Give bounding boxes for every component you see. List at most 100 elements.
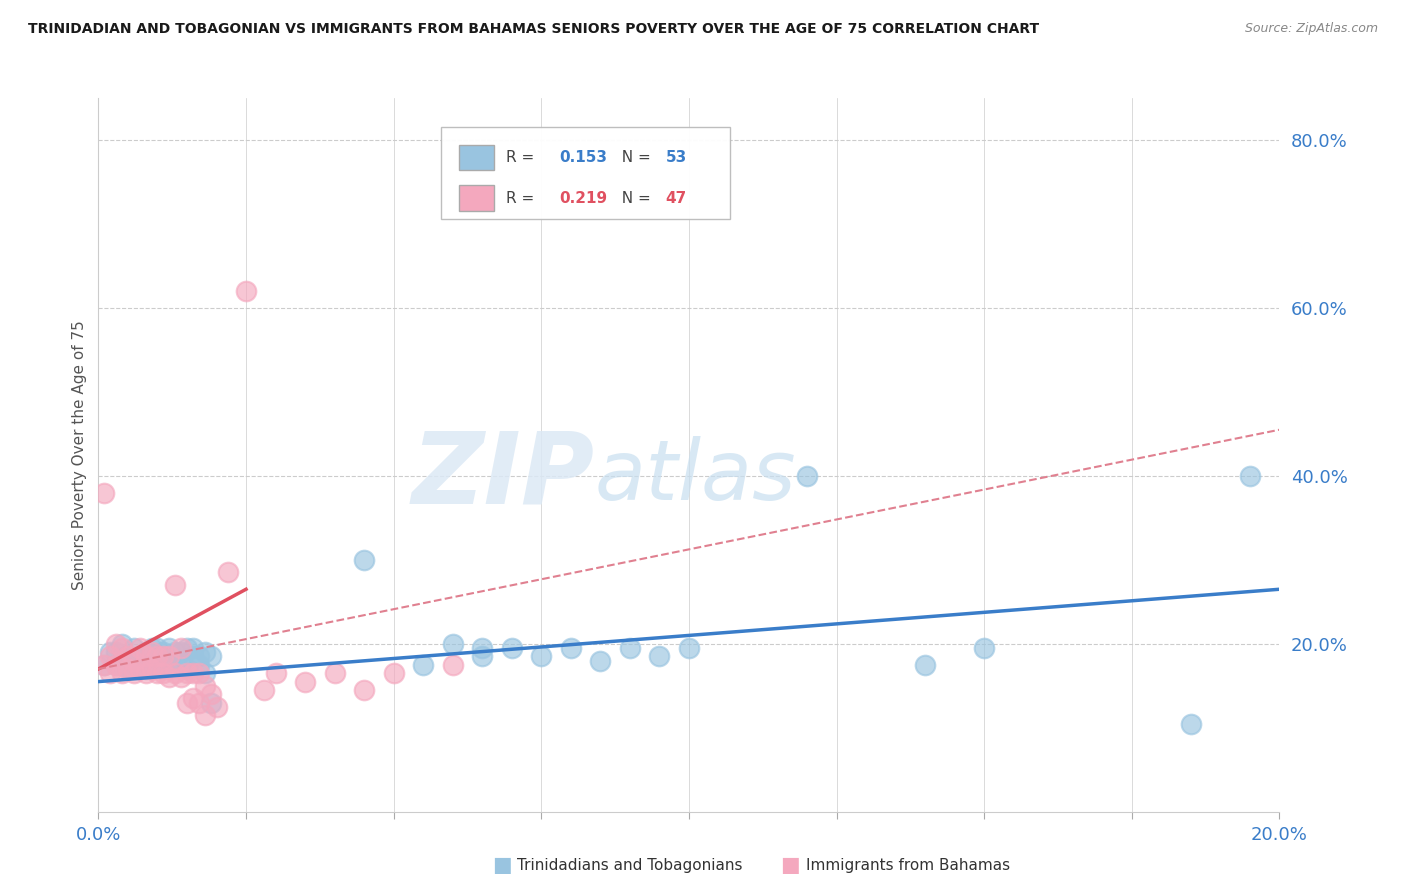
Point [105,645,128,659]
Point [441,657,464,672]
Point [117,649,139,664]
Text: ZIP: ZIP [412,428,595,524]
Point [187,649,209,664]
Point [157,657,180,672]
FancyBboxPatch shape [458,186,494,211]
Point [648,649,671,664]
Text: TRINIDADIAN AND TOBAGONIAN VS IMMIGRANTS FROM BAHAMAS SENIORS POVERTY OVER THE A: TRINIDADIAN AND TOBAGONIAN VS IMMIGRANTS… [28,22,1039,37]
Point [412,657,434,672]
Point [122,657,145,672]
Text: N =: N = [612,150,655,165]
Point [194,679,217,693]
Point [122,654,145,668]
Point [181,666,204,681]
Point [170,657,193,672]
Point [176,640,198,655]
Point [323,666,346,681]
Point [128,649,150,664]
Point [200,687,222,701]
Point [560,640,582,655]
Text: Immigrants from Bahamas: Immigrants from Bahamas [806,858,1010,872]
Point [181,640,204,655]
Text: Trinidadians and Tobagonians: Trinidadians and Tobagonians [517,858,742,872]
Point [194,708,217,723]
Point [128,657,150,672]
Point [194,666,217,681]
Point [93,485,115,500]
Point [187,657,209,672]
Text: Source: ZipAtlas.com: Source: ZipAtlas.com [1244,22,1378,36]
Point [117,649,139,664]
Point [796,469,818,483]
Point [187,696,209,710]
Point [200,696,222,710]
Point [152,649,174,664]
Point [176,666,198,681]
Point [187,666,209,681]
FancyBboxPatch shape [458,145,494,170]
Point [973,640,995,655]
Point [117,662,139,676]
Point [117,662,139,676]
Point [181,691,204,706]
Point [157,640,180,655]
Point [152,645,174,659]
Point [165,578,187,592]
Point [98,645,121,659]
Point [146,666,169,681]
Point [141,662,163,676]
Text: ■: ■ [780,855,800,875]
Point [165,654,187,668]
Point [152,657,174,672]
Point [135,662,157,676]
Point [122,640,145,655]
Point [157,649,180,664]
Point [111,657,134,672]
Point [294,674,316,689]
Text: 0.153: 0.153 [560,150,607,165]
Text: ■: ■ [492,855,512,875]
Point [235,284,257,298]
Point [264,666,287,681]
Point [176,696,198,710]
Point [200,649,222,664]
Point [176,662,198,676]
Point [128,640,150,655]
Point [678,640,700,655]
Point [253,683,276,698]
Point [1239,469,1261,483]
Point [501,640,523,655]
Point [141,645,163,659]
Point [105,657,128,672]
Point [98,666,121,681]
Point [93,657,115,672]
Point [128,662,150,676]
Point [353,553,375,567]
Point [93,657,115,672]
Point [382,666,405,681]
Point [170,640,193,655]
Point [105,657,128,672]
Point [471,649,494,664]
Point [441,637,464,651]
Text: 53: 53 [665,150,686,165]
Point [135,649,157,664]
Point [152,666,174,681]
Point [353,683,375,698]
Point [98,649,121,664]
Text: R =: R = [506,191,538,205]
Point [1180,716,1202,731]
Point [135,645,157,659]
Point [122,666,145,681]
Text: R =: R = [506,150,538,165]
Point [914,657,936,672]
Point [146,649,169,664]
FancyBboxPatch shape [441,127,730,219]
Point [105,637,128,651]
Point [111,640,134,655]
Point [471,640,494,655]
Point [165,666,187,681]
Point [141,657,163,672]
Text: atlas: atlas [595,436,796,516]
Point [157,670,180,684]
